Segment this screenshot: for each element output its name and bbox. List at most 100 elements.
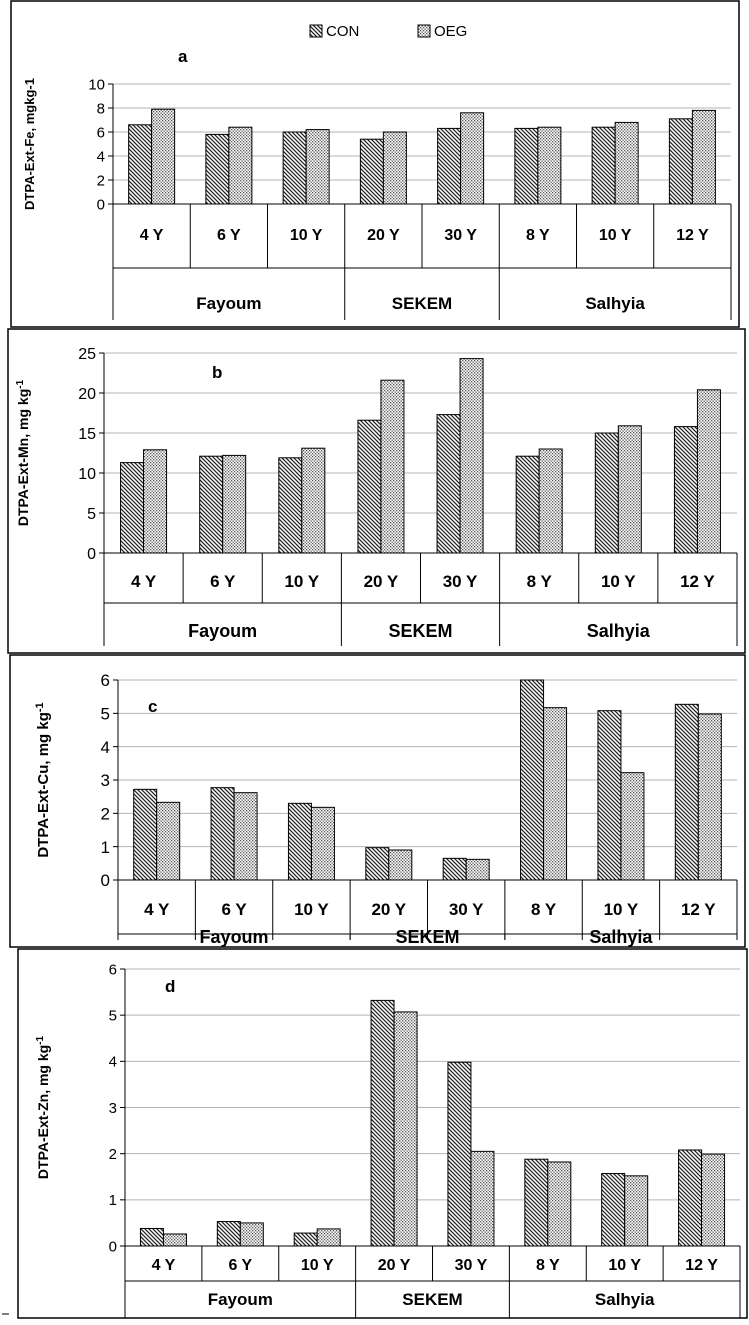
bar-oeg: [380, 379, 405, 554]
legend: CON OEG: [309, 23, 467, 40]
x-tick-label: 8 Y: [526, 227, 550, 244]
bar-con: [442, 857, 467, 881]
y-tick-label: 4: [97, 148, 105, 165]
group-label: Fayoum: [208, 1290, 273, 1309]
bar-oeg: [547, 1161, 572, 1247]
y-axis-label: DTPA-Ext-Fe, mgkg-1: [22, 78, 37, 210]
bar-con: [199, 455, 224, 554]
bar-con: [128, 124, 153, 205]
bar-oeg: [470, 1150, 495, 1247]
bar-oeg: [233, 792, 258, 881]
chart-panel-d: 0 1 2 3 4 5 6 4 Y 6 Y 10 Y 20 Y 30 Y 8 Y 10 Y 12 Y Fayo…: [35, 961, 741, 1318]
y-axis-label: DTPA-Ext-Mn, mg kg-1: [15, 379, 31, 526]
x-tick-label: 12 Y: [680, 572, 715, 591]
y-tick-label: 5: [87, 506, 96, 523]
x-tick-label: 8 Y: [536, 1257, 560, 1274]
group-label: Fayoum: [188, 621, 257, 641]
x-tick-label: 6 Y: [210, 572, 236, 591]
y-tick-label: 5: [101, 704, 110, 723]
x-tick-label: 8 Y: [527, 572, 553, 591]
bar-con: [673, 426, 698, 554]
bar-oeg: [614, 121, 639, 205]
x-tick-label: 4 Y: [131, 572, 157, 591]
y-tick-label: 10: [78, 466, 96, 483]
chart-panel-a: 0 2 4 6 8 10 4 Y 6 Y 10 Y 20 Y 30 Y 8 Y 10 Y 12 Y Fayo…: [22, 47, 732, 320]
panel-c-frame: [9, 654, 746, 948]
x-tick-label: 30 Y: [455, 1257, 488, 1274]
y-tick-label: 0: [97, 196, 105, 213]
bar-con: [520, 679, 545, 881]
bar-con: [668, 118, 693, 205]
bar-con: [359, 138, 384, 205]
x-tick-label: 10 Y: [301, 1257, 334, 1274]
bar-con: [139, 1227, 164, 1247]
bar-oeg: [310, 806, 335, 881]
bar-oeg: [228, 126, 253, 205]
group-label: SEKEM: [395, 927, 459, 947]
y-tick-label: 6: [101, 671, 110, 690]
y-tick-label: 6: [109, 961, 117, 978]
y-tick-label: 15: [78, 426, 96, 443]
legend-label-oeg: OEG: [434, 23, 467, 40]
panel-a-frame: [10, 0, 740, 328]
x-tick-label: 4 Y: [144, 900, 170, 919]
y-tick-label: 4: [109, 1054, 117, 1071]
bar-con: [287, 802, 312, 881]
bar-oeg: [624, 1175, 649, 1247]
bar-oeg: [465, 858, 490, 881]
bar-con: [515, 455, 540, 554]
bar-con: [447, 1061, 472, 1247]
panel-letter: d: [165, 977, 175, 996]
bar-con: [514, 127, 539, 205]
x-tick-label: 6 Y: [217, 227, 241, 244]
group-label: Salhyia: [587, 621, 651, 641]
legend-swatch-con: [309, 24, 323, 38]
bar-con: [210, 787, 235, 881]
x-tick-label: 10 Y: [604, 900, 639, 919]
bar-con: [594, 432, 619, 554]
panel-b-frame: [7, 328, 746, 654]
x-tick-label: 20 Y: [367, 227, 400, 244]
bar-oeg: [239, 1222, 264, 1247]
bar-con: [678, 1149, 703, 1247]
bar-con: [524, 1158, 549, 1247]
y-axis-label: DTPA-Ext-Zn, mg kg-1: [35, 1035, 51, 1179]
legend-swatch-oeg: [417, 24, 431, 38]
group-label: Salhyia: [585, 294, 645, 313]
bar-con: [436, 414, 461, 554]
y-tick-label: 10: [88, 76, 105, 93]
bar-con: [216, 1221, 241, 1247]
bar-oeg: [537, 126, 562, 205]
bar-con: [437, 127, 462, 205]
bar-oeg: [151, 108, 176, 205]
x-tick-label: 6 Y: [228, 1257, 252, 1274]
group-label: SEKEM: [402, 1290, 462, 1309]
y-tick-label: 5: [109, 1008, 117, 1025]
bar-oeg: [691, 109, 716, 205]
bar-oeg: [143, 449, 168, 554]
bar-oeg: [162, 1233, 187, 1247]
y-tick-label: 6: [97, 124, 105, 141]
x-tick-label: 4 Y: [140, 227, 164, 244]
y-tick-label: 2: [101, 804, 110, 823]
x-tick-label: 6 Y: [221, 900, 247, 919]
x-tick-label: 20 Y: [378, 1257, 411, 1274]
x-tick-label: 8 Y: [531, 900, 557, 919]
bar-con: [357, 419, 382, 554]
y-tick-label: 1: [109, 1192, 117, 1209]
x-tick-label: 10 Y: [608, 1257, 641, 1274]
bar-oeg: [382, 131, 407, 205]
bar-oeg: [388, 849, 413, 881]
y-tick-label: 0: [87, 546, 96, 563]
bar-con: [293, 1232, 318, 1247]
y-tick-label: 20: [78, 386, 96, 403]
bar-con: [674, 703, 699, 881]
bar-con: [133, 788, 158, 881]
bar-oeg: [620, 772, 645, 881]
bar-con: [282, 131, 307, 205]
bar-con: [205, 133, 230, 205]
group-label: Salhyia: [595, 1290, 655, 1309]
bar-con: [365, 847, 390, 881]
group-label: SEKEM: [388, 621, 452, 641]
